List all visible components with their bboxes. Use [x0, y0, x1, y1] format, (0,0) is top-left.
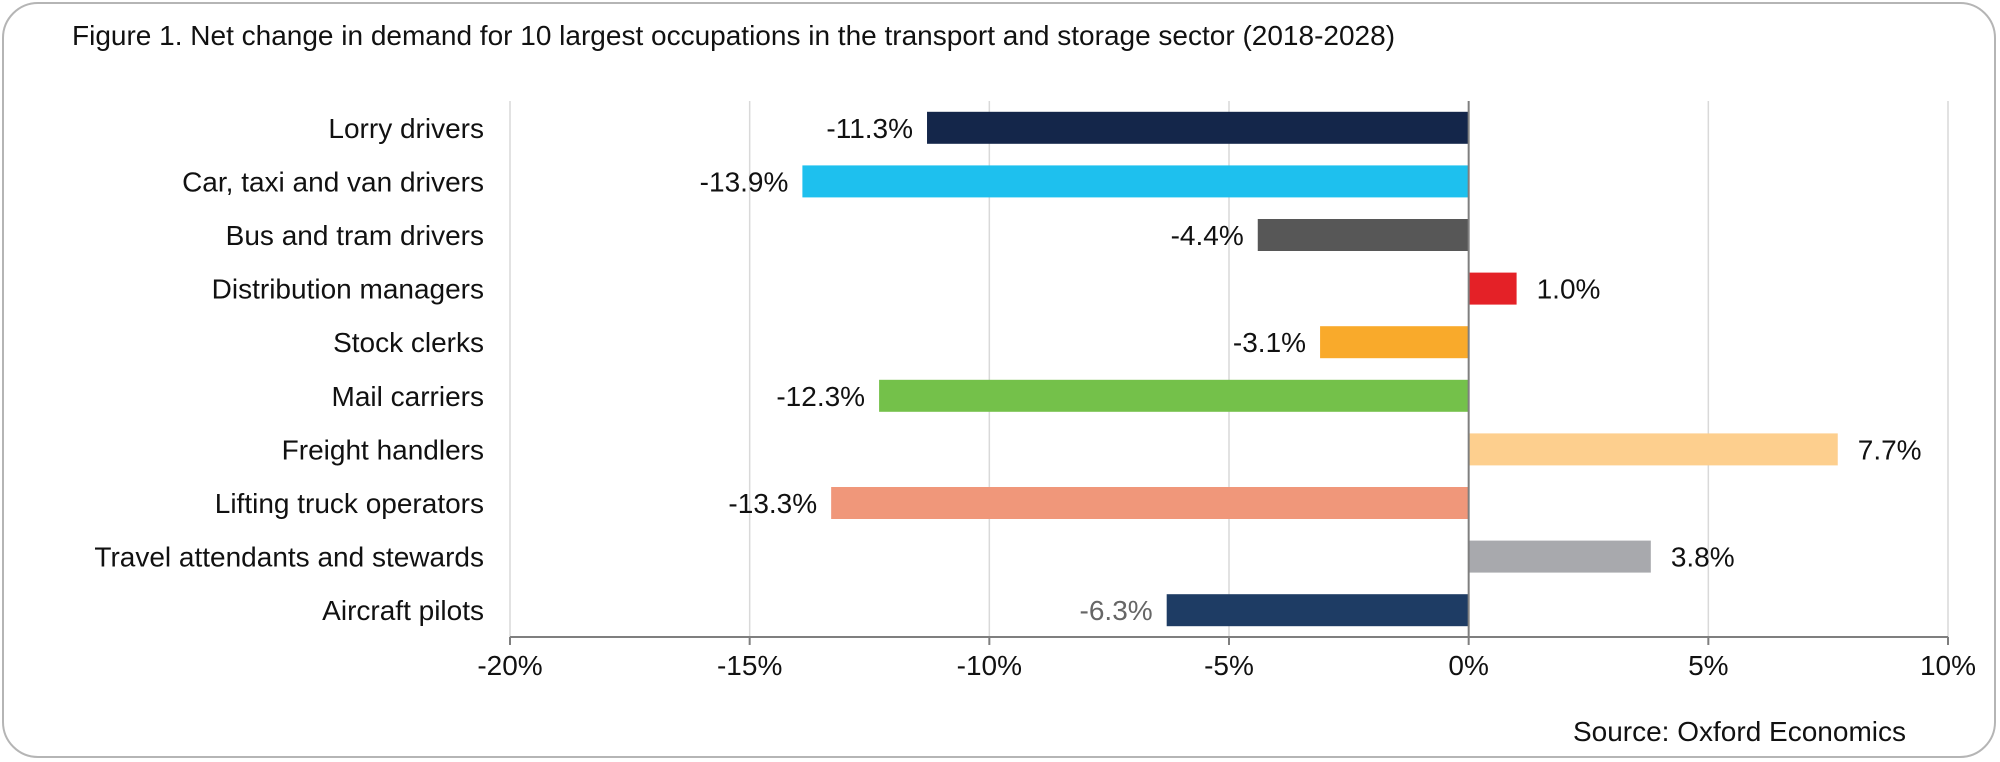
category-label-4: Stock clerks [333, 327, 484, 358]
x-tick-label-3: -5% [1204, 650, 1254, 681]
bar-9 [1166, 594, 1469, 627]
data-label-7: -13.3% [728, 488, 817, 519]
data-label-9: -6.3% [1080, 595, 1153, 626]
category-label-0: Lorry drivers [328, 113, 484, 144]
x-tick-label-2: -10% [957, 650, 1022, 681]
category-label-5: Mail carriers [332, 381, 484, 412]
bar-3 [1468, 272, 1517, 305]
category-label-2: Bus and tram drivers [226, 220, 484, 251]
bar-1 [802, 165, 1469, 198]
category-label-3: Distribution managers [212, 274, 484, 305]
category-label-6: Freight handlers [282, 434, 484, 465]
data-label-5: -12.3% [776, 381, 865, 412]
bar-6 [1468, 433, 1838, 466]
x-tick-label-0: -20% [477, 650, 542, 681]
category-label-1: Car, taxi and van drivers [182, 166, 484, 197]
data-label-8: 3.8% [1671, 542, 1735, 573]
chart-title: Figure 1. Net change in demand for 10 la… [72, 20, 1396, 51]
bar-4 [1320, 326, 1469, 359]
x-tick-label-6: 10% [1920, 650, 1976, 681]
bar-8 [1468, 540, 1651, 573]
bar-2 [1257, 219, 1469, 251]
bar-7 [831, 487, 1469, 519]
source-note: Source: Oxford Economics [1572, 716, 1906, 747]
data-label-3: 1.0% [1537, 274, 1601, 305]
category-label-7: Lifting truck operators [215, 488, 484, 519]
data-label-1: -13.9% [700, 166, 789, 197]
data-label-2: -4.4% [1171, 220, 1244, 251]
x-tick-label-4: 0% [1448, 650, 1488, 681]
data-label-0: -11.3% [826, 113, 913, 144]
category-label-8: Travel attendants and stewards [94, 542, 484, 573]
bar-5 [879, 379, 1469, 412]
x-tick-label-1: -15% [717, 650, 782, 681]
bar-0 [927, 111, 1469, 144]
data-label-4: -3.1% [1233, 327, 1306, 358]
category-label-9: Aircraft pilots [322, 595, 484, 626]
data-label-6: 7.7% [1858, 434, 1922, 465]
x-tick-label-5: 5% [1688, 650, 1728, 681]
